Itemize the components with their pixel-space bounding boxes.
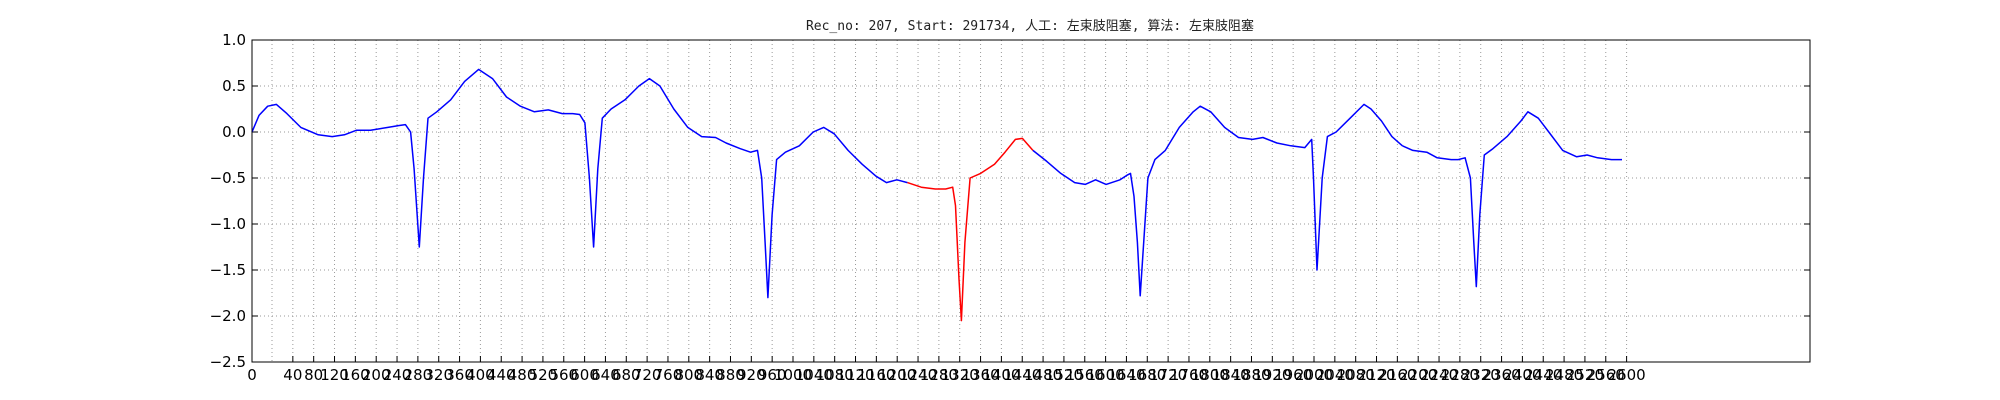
plot-frame [251, 39, 1811, 363]
x-tick-label: 280 [404, 366, 433, 384]
x-tick-label: 200 [362, 366, 391, 384]
x-tick-label: 120 [320, 366, 349, 384]
x-tick-label: 1680 [1128, 366, 1166, 384]
x-tick-label: 1120 [836, 366, 874, 384]
x-tick-label: 1360 [961, 366, 999, 384]
x-tick-label: 2040 [1316, 366, 1354, 384]
x-tick-label: 1520 [1045, 366, 1083, 384]
y-tick-label: −1.0 [210, 215, 246, 233]
x-tick-label: 560 [549, 366, 578, 384]
x-tick-label: 1560 [1066, 366, 1104, 384]
x-tick-label: 2480 [1545, 366, 1583, 384]
y-tick-label: −2.0 [210, 307, 246, 325]
y-tick-label: 0.5 [222, 77, 246, 95]
x-tick-label: 680 [612, 366, 641, 384]
x-tick-label: 800 [674, 366, 703, 384]
x-tick-label: 360 [445, 366, 474, 384]
x-tick-label: 1040 [795, 366, 833, 384]
x-tick-label: 1840 [1212, 366, 1250, 384]
x-tick-label: 0 [247, 366, 257, 384]
x-tick-label: 2320 [1462, 366, 1500, 384]
x-tick-label: 1760 [1170, 366, 1208, 384]
x-tick-label: 1960 [1274, 366, 1312, 384]
x-tick-label: 1240 [899, 366, 937, 384]
x-tick-label: 1200 [878, 366, 916, 384]
x-tick-label: 640 [591, 366, 620, 384]
y-tick-label: −2.5 [210, 353, 246, 371]
x-tick-label: 160 [341, 366, 370, 384]
x-tick-label: 1080 [816, 366, 854, 384]
x-tick-label: 720 [633, 366, 662, 384]
x-tick-label: 1720 [1149, 366, 1187, 384]
y-tick-label: −0.5 [210, 169, 246, 187]
x-tick-label: 1640 [1107, 366, 1145, 384]
ecg-line [251, 68, 908, 299]
x-tick-label: 1440 [1003, 366, 1041, 384]
x-tick-label: 600 [570, 366, 599, 384]
x-tick-label: 2440 [1524, 366, 1562, 384]
x-tick-label: 2160 [1378, 366, 1416, 384]
y-tick-label: −1.5 [210, 261, 246, 279]
grid-lines [252, 39, 1810, 363]
ecg-line [1032, 103, 1403, 297]
x-tick-label: 2000 [1295, 366, 1333, 384]
x-tick-label: 2520 [1566, 366, 1604, 384]
x-tick-label: 2560 [1587, 366, 1625, 384]
x-tick-label: 40 [283, 366, 302, 384]
x-tick-label: 440 [487, 366, 516, 384]
ecg-series [251, 68, 1622, 322]
x-tick-label: 2280 [1441, 366, 1479, 384]
chart-title: Rec_no: 207, Start: 291734, 人工: 左束肢阻塞, 算… [806, 18, 1254, 34]
x-tick-label: 1800 [1191, 366, 1229, 384]
x-tick-label: 2400 [1503, 366, 1541, 384]
x-tick-label: 1000 [774, 366, 812, 384]
x-tick-label: 2600 [1608, 366, 1646, 384]
y-tick-label: 1.0 [222, 31, 246, 49]
x-tick-label: 2240 [1420, 366, 1458, 384]
x-tick-label: 960 [758, 366, 787, 384]
x-tick-label: 240 [383, 366, 412, 384]
x-tick-label: 400 [466, 366, 495, 384]
x-tick-label: 1600 [1087, 366, 1125, 384]
x-tick-label: 320 [424, 366, 453, 384]
x-tick-label: 1880 [1232, 366, 1270, 384]
x-tick-label: 2200 [1399, 366, 1437, 384]
x-tick-label: 1160 [857, 366, 895, 384]
x-tick-label: 840 [695, 366, 724, 384]
y-axis: 1.0 0.5 0.0 −0.5 −1.0 −1.5 −2.0 −2.5 [210, 31, 1810, 371]
x-tick-label: 2120 [1357, 366, 1395, 384]
x-axis: 0 40 8012016020024028032036040044048052056… [247, 356, 1646, 384]
ecg-line [1402, 111, 1622, 288]
x-tick-label: 1280 [920, 366, 958, 384]
x-tick-label: 480 [508, 366, 537, 384]
x-tick-label: 80 [304, 366, 323, 384]
x-tick-label: 1480 [1024, 366, 1062, 384]
x-tick-label: 1320 [941, 366, 979, 384]
x-tick-label: 920 [737, 366, 766, 384]
x-tick-label: 1920 [1253, 366, 1291, 384]
highlighted-beat-line [907, 137, 1034, 322]
x-tick-label: 880 [716, 366, 745, 384]
y-tick-label: 0.0 [222, 123, 246, 141]
x-tick-label: 520 [529, 366, 558, 384]
x-tick-label: 2080 [1337, 366, 1375, 384]
x-tick-label: 1400 [982, 366, 1020, 384]
x-tick-label: 2360 [1482, 366, 1520, 384]
x-tick-label: 760 [654, 366, 683, 384]
